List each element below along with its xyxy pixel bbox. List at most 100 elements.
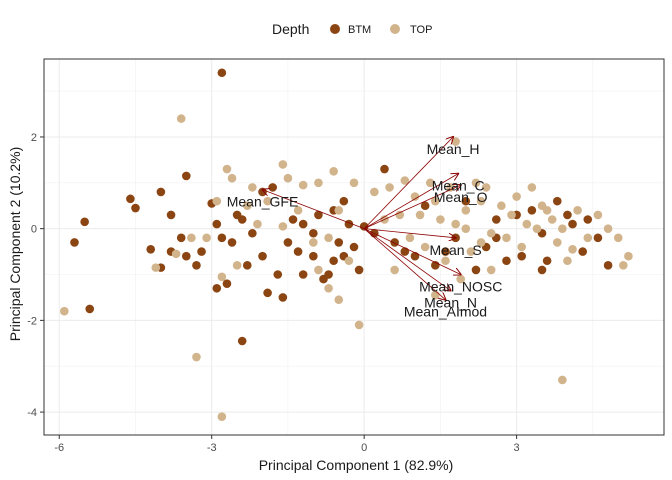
loading-arrow	[363, 228, 450, 291]
point-top	[217, 412, 227, 421]
point-btm	[156, 187, 166, 197]
point-btm	[283, 238, 293, 247]
point-top	[171, 249, 181, 259]
y-tick-label: -4	[27, 407, 37, 419]
point-top	[542, 206, 552, 215]
point-btm	[263, 288, 272, 298]
point-btm	[334, 238, 344, 247]
point-top	[436, 215, 445, 224]
point-btm	[324, 270, 333, 279]
point-btm	[242, 261, 252, 270]
x-tick-label: -6	[54, 442, 64, 454]
point-top	[486, 228, 496, 238]
point-btm	[85, 304, 95, 314]
loading-label: Mean_GFE	[227, 194, 299, 210]
point-btm	[298, 219, 308, 229]
point-top	[390, 265, 399, 275]
point-top	[547, 215, 557, 224]
point-top	[522, 219, 532, 229]
point-btm	[258, 251, 267, 261]
point-top	[415, 210, 425, 220]
point-top	[563, 256, 572, 266]
point-top	[217, 272, 227, 282]
point-top	[344, 256, 354, 266]
point-top	[512, 192, 521, 201]
legend-title: Depth	[272, 21, 309, 37]
point-btm	[380, 164, 389, 174]
point-top	[248, 183, 257, 192]
point-btm	[354, 265, 364, 275]
point-btm	[339, 196, 349, 206]
point-btm	[527, 206, 537, 215]
point-btm	[568, 219, 577, 229]
point-top	[263, 196, 272, 206]
point-top	[502, 233, 511, 243]
point-top	[298, 180, 308, 190]
point-btm	[441, 247, 450, 256]
point-btm	[542, 256, 552, 266]
y-tick-label: -2	[27, 315, 37, 327]
point-top	[232, 261, 242, 270]
y-axis-title: Principal Component 2 (10.2%)	[7, 147, 23, 342]
point-top	[324, 233, 333, 243]
point-btm	[181, 171, 191, 181]
point-top	[385, 183, 394, 192]
point-btm	[537, 265, 547, 275]
point-btm	[237, 336, 247, 346]
point-btm	[603, 261, 613, 270]
point-btm	[217, 68, 227, 78]
legend-key-btm	[330, 24, 340, 34]
point-top	[176, 114, 186, 123]
point-top	[558, 375, 567, 385]
point-top	[431, 196, 440, 206]
loading-label: Mean_S	[430, 242, 482, 258]
point-btm	[288, 215, 298, 224]
point-btm	[461, 196, 471, 206]
point-top	[583, 233, 593, 243]
point-btm	[273, 270, 283, 279]
point-top	[329, 167, 338, 176]
point-btm	[359, 222, 369, 231]
point-top	[314, 178, 323, 188]
point-top	[471, 178, 481, 188]
point-btm	[293, 247, 303, 256]
point-top	[527, 183, 537, 192]
point-top	[410, 192, 420, 201]
x-tick-label: 0	[361, 442, 367, 454]
point-top	[486, 265, 496, 275]
point-btm	[517, 251, 527, 261]
point-top	[354, 320, 364, 330]
point-top	[309, 238, 318, 247]
point-btm	[298, 270, 308, 279]
point-btm	[502, 256, 511, 266]
loading-arrow	[363, 137, 453, 229]
point-top	[192, 352, 201, 362]
plot-border	[43, 58, 665, 436]
point-btm	[578, 247, 587, 256]
point-top	[441, 256, 450, 266]
point-top	[476, 196, 486, 206]
point-btm	[491, 215, 501, 224]
point-btm	[131, 203, 140, 213]
point-top	[558, 224, 567, 233]
point-top	[461, 224, 471, 233]
loading-arrow	[263, 190, 365, 230]
point-btm	[309, 228, 318, 238]
point-top	[451, 219, 460, 229]
point-top	[507, 210, 516, 220]
point-top	[552, 238, 562, 247]
loading-arrow	[364, 228, 455, 238]
point-top	[400, 176, 410, 185]
point-btm	[314, 210, 323, 220]
point-btm	[583, 215, 593, 224]
point-top	[278, 160, 288, 169]
point-btm	[166, 210, 176, 220]
point-btm	[197, 247, 206, 256]
point-btm	[420, 201, 430, 211]
point-top	[60, 306, 69, 316]
x-tick-label: -3	[207, 442, 217, 454]
loading-label: Mean_H	[427, 141, 480, 157]
legend: Depth BTM TOP	[272, 21, 432, 37]
